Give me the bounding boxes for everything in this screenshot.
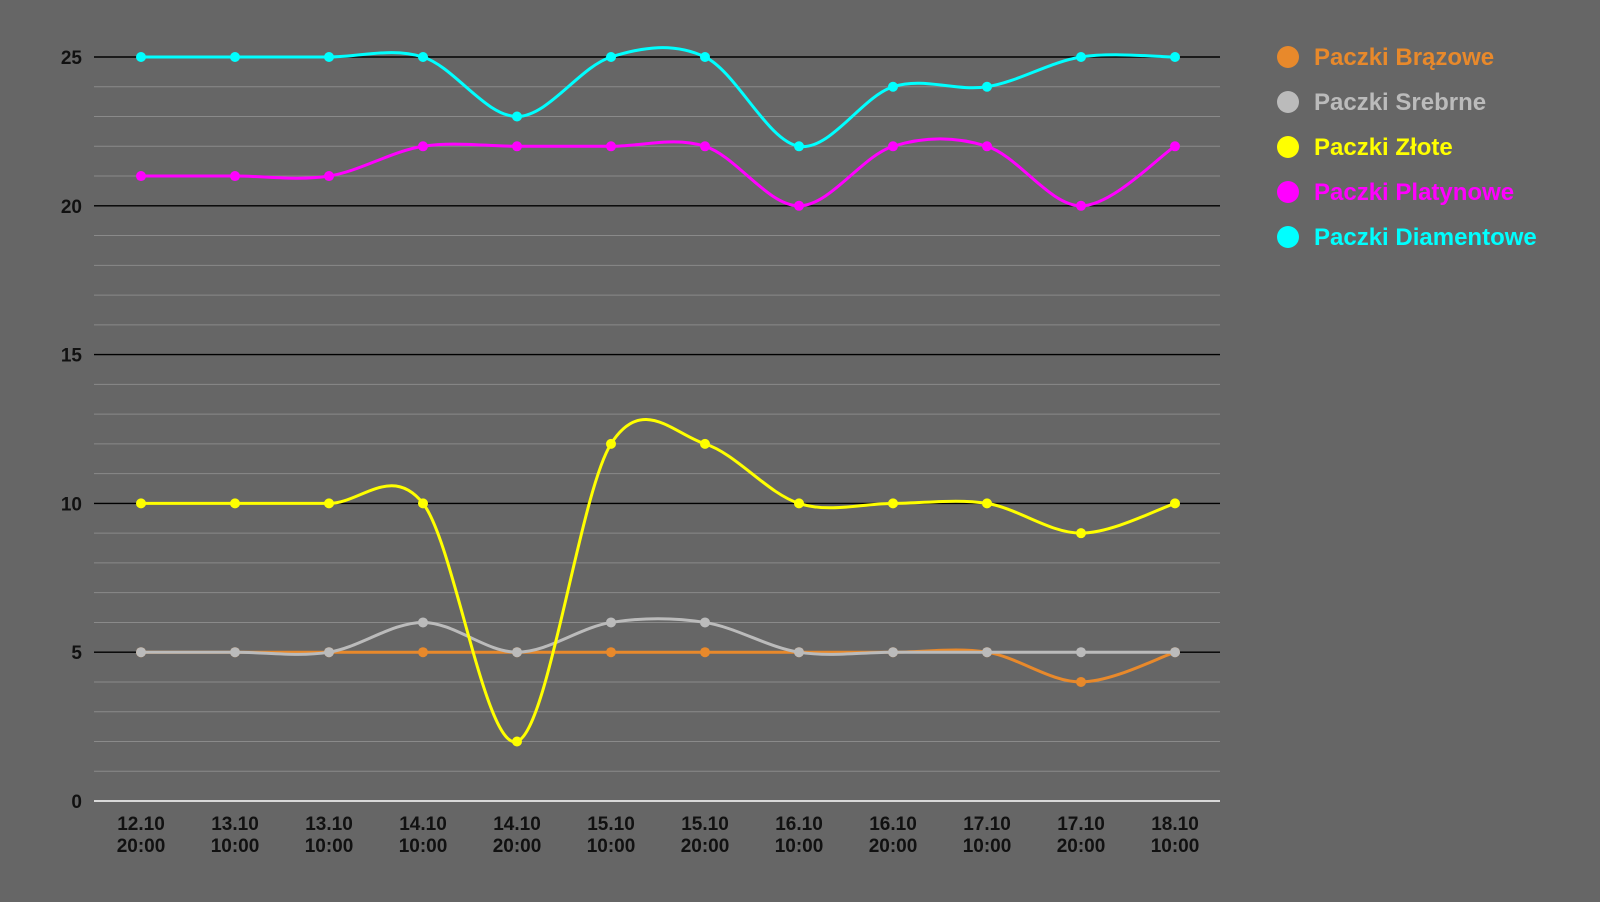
x-tick-label: 17.10 20:00 xyxy=(1057,814,1106,857)
data-point xyxy=(982,498,992,509)
x-tick-label: 18.10 10:00 xyxy=(1151,814,1200,857)
legend: Paczki Brązowe Paczki Srebrne Paczki Złote… xyxy=(1277,44,1537,251)
y-tick-label: 15 xyxy=(61,346,83,367)
legend-marker xyxy=(1277,181,1299,203)
data-point xyxy=(512,736,522,747)
data-point xyxy=(1076,528,1086,539)
data-point xyxy=(700,141,710,152)
legend-item: Paczki Brązowe xyxy=(1277,44,1494,71)
data-point xyxy=(136,171,146,182)
data-point xyxy=(700,647,710,658)
x-tick-label: 15.10 10:00 xyxy=(587,814,636,857)
series-4 xyxy=(136,137,1180,211)
grid xyxy=(94,56,1220,802)
data-point xyxy=(1170,498,1180,509)
y-tick-label: 25 xyxy=(61,48,83,69)
data-point xyxy=(700,52,710,62)
series-3 xyxy=(136,418,1180,747)
data-point xyxy=(606,647,616,658)
data-point xyxy=(512,111,522,122)
data-point xyxy=(982,141,992,152)
data-point xyxy=(1076,647,1086,658)
data-point xyxy=(418,498,428,509)
data-point xyxy=(1170,141,1180,152)
data-point xyxy=(324,498,334,509)
legend-item: Paczki Diamentowe xyxy=(1277,224,1537,251)
legend-label: Paczki Diamentowe xyxy=(1314,224,1537,251)
data-point xyxy=(418,647,428,658)
data-point xyxy=(418,617,428,628)
data-point xyxy=(324,171,334,182)
data-point xyxy=(794,200,804,211)
data-point xyxy=(1170,647,1180,658)
data-point xyxy=(136,647,146,658)
data-point xyxy=(512,141,522,152)
data-point xyxy=(982,647,992,658)
data-point xyxy=(230,52,240,62)
data-point xyxy=(512,647,522,658)
legend-label: Paczki Srebrne xyxy=(1314,89,1486,116)
data-point xyxy=(888,141,898,152)
legend-label: Paczki Złote xyxy=(1314,134,1453,161)
legend-label: Paczki Platynowe xyxy=(1314,179,1514,206)
data-point xyxy=(1170,52,1180,62)
legend-label: Paczki Brązowe xyxy=(1314,44,1494,71)
x-tick-label: 14.10 10:00 xyxy=(399,814,448,857)
y-axis-ticks: 0 5 10 15 20 25 xyxy=(61,48,83,813)
data-point xyxy=(606,52,616,62)
data-point xyxy=(418,52,428,62)
data-point xyxy=(606,438,616,449)
series-5 xyxy=(136,46,1180,152)
series-lines xyxy=(136,46,1180,747)
x-tick-label: 15.10 20:00 xyxy=(681,814,730,857)
data-point xyxy=(794,647,804,658)
legend-marker xyxy=(1277,136,1299,158)
x-tick-label: 13.10 10:00 xyxy=(305,814,354,857)
legend-item: Paczki Platynowe xyxy=(1277,179,1514,206)
data-point xyxy=(136,52,146,62)
data-point xyxy=(700,617,710,628)
data-point xyxy=(606,141,616,152)
data-point xyxy=(1076,52,1086,62)
data-point xyxy=(324,647,334,658)
data-point xyxy=(1076,676,1086,687)
data-point xyxy=(700,438,710,449)
data-point xyxy=(982,81,992,92)
y-tick-label: 0 xyxy=(71,792,82,813)
data-point xyxy=(888,647,898,658)
data-point xyxy=(794,498,804,509)
data-point xyxy=(888,498,898,509)
data-point xyxy=(888,81,898,92)
x-tick-label: 14.10 20:00 xyxy=(493,814,542,857)
data-point xyxy=(230,498,240,509)
y-tick-label: 5 xyxy=(71,643,82,664)
data-point xyxy=(230,647,240,658)
legend-marker xyxy=(1277,91,1299,113)
data-point xyxy=(136,498,146,509)
data-point xyxy=(794,141,804,152)
series-2 xyxy=(136,617,1180,658)
x-axis-ticks: 12.10 20:00 13.10 10:00 13.10 10:00 14.10 10:00… xyxy=(117,814,1200,857)
data-point xyxy=(230,171,240,182)
x-tick-label: 16.10 20:00 xyxy=(869,814,918,857)
x-tick-label: 16.10 10:00 xyxy=(775,814,824,857)
legend-item: Paczki Złote xyxy=(1277,134,1453,161)
legend-marker xyxy=(1277,46,1299,68)
legend-item: Paczki Srebrne xyxy=(1277,89,1486,116)
data-point xyxy=(324,52,334,62)
data-point xyxy=(418,141,428,152)
x-tick-label: 12.10 20:00 xyxy=(117,814,166,857)
x-tick-label: 17.10 10:00 xyxy=(963,814,1012,857)
x-tick-label: 13.10 10:00 xyxy=(211,814,260,857)
y-tick-label: 20 xyxy=(61,197,82,218)
y-tick-label: 10 xyxy=(61,494,82,515)
data-point xyxy=(1076,200,1086,211)
data-point xyxy=(606,617,616,628)
legend-marker xyxy=(1277,226,1299,248)
